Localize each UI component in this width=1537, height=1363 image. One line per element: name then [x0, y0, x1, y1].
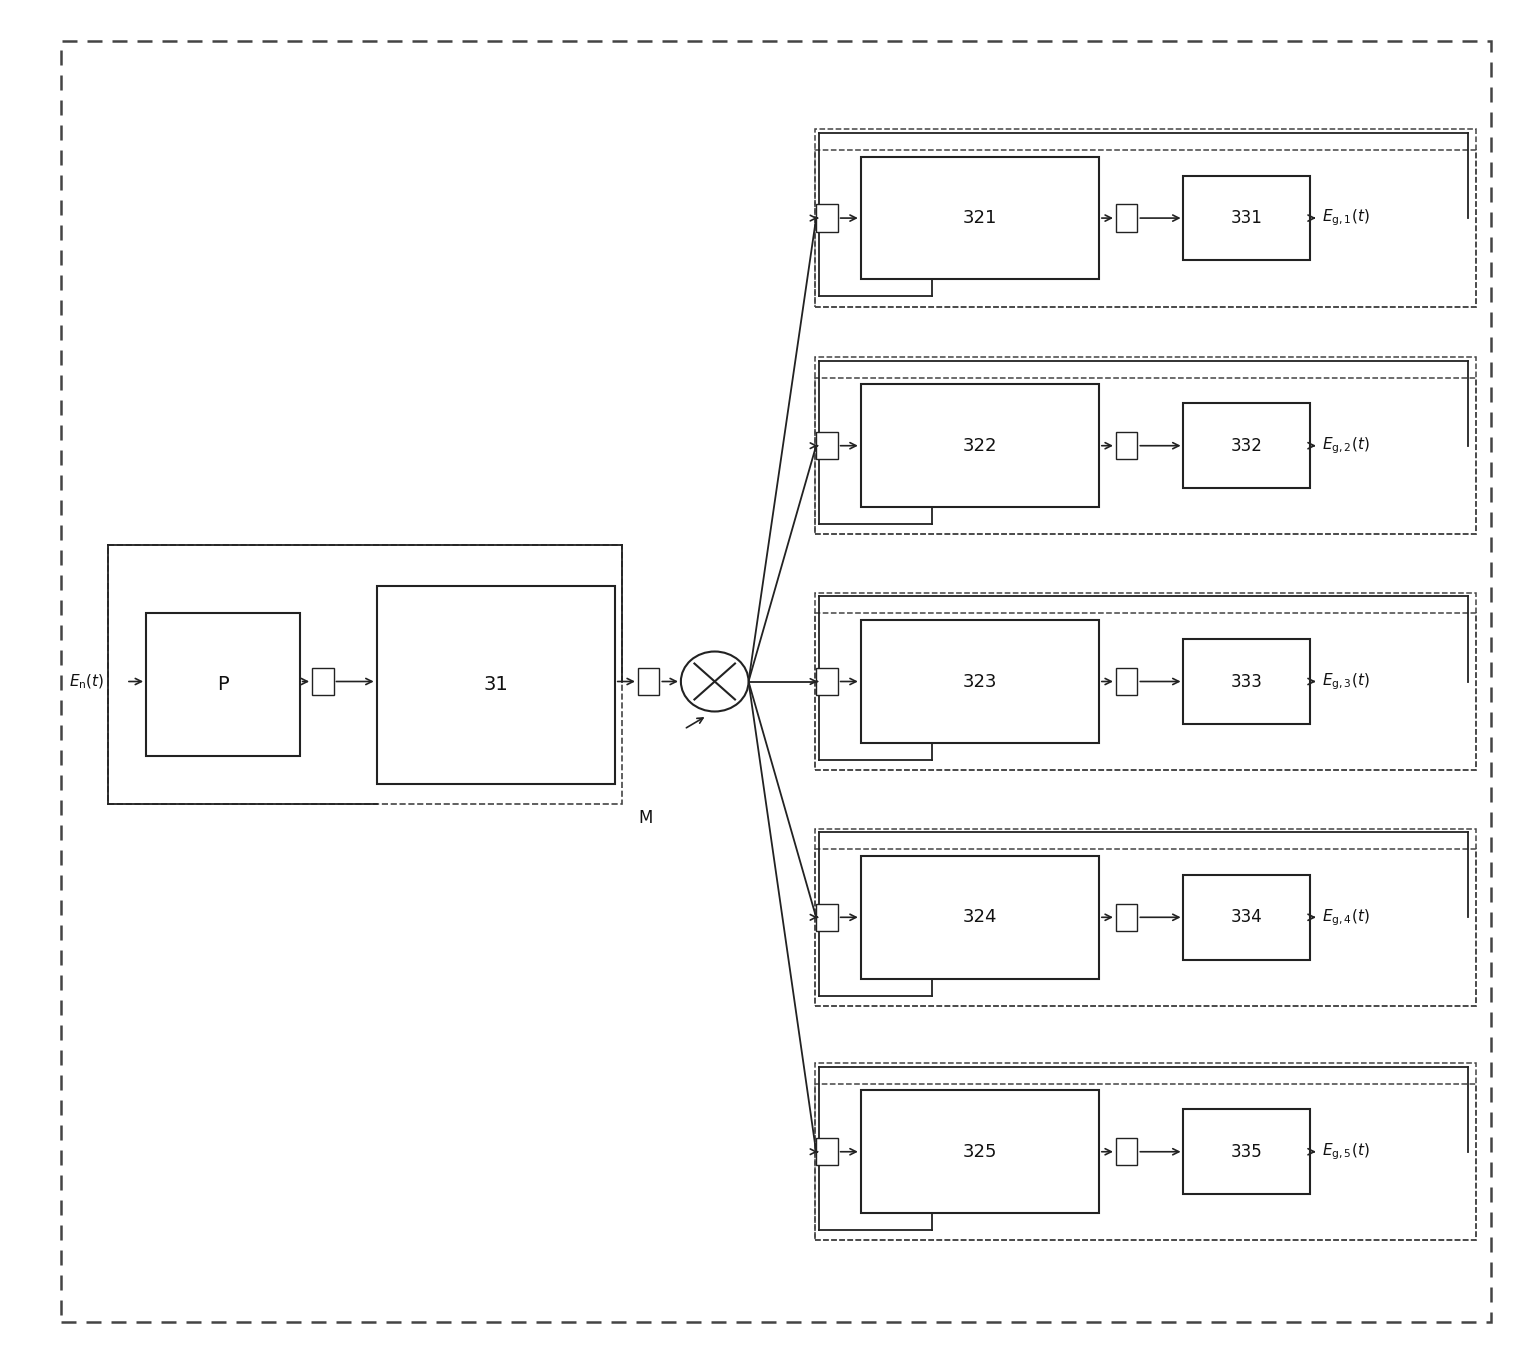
Bar	[815, 849, 1476, 1006]
Text: $E_{\mathrm{g},2}(t)$: $E_{\mathrm{g},2}(t)$	[1322, 435, 1369, 457]
Bar	[1116, 1138, 1137, 1165]
Bar	[1183, 875, 1310, 960]
Bar	[1116, 904, 1137, 931]
Text: 332: 332	[1231, 436, 1262, 455]
Text: $E_{\mathrm{g},4}(t)$: $E_{\mathrm{g},4}(t)$	[1322, 906, 1369, 928]
Bar	[861, 1090, 1099, 1213]
Bar	[108, 545, 622, 804]
Bar	[815, 129, 1476, 307]
Circle shape	[681, 652, 749, 711]
Bar	[146, 613, 300, 756]
Bar	[815, 593, 1476, 770]
Bar	[1183, 403, 1310, 488]
Bar	[861, 157, 1099, 279]
Bar	[816, 204, 838, 232]
Bar	[1183, 1109, 1310, 1194]
Bar	[815, 829, 1476, 1006]
Bar	[312, 668, 334, 695]
Bar	[816, 1138, 838, 1165]
Text: 31: 31	[483, 676, 509, 694]
Bar	[816, 904, 838, 931]
Text: 323: 323	[962, 672, 998, 691]
Bar	[816, 432, 838, 459]
Bar	[816, 668, 838, 695]
Text: 325: 325	[962, 1142, 998, 1161]
Bar	[815, 357, 1476, 534]
Bar	[1183, 639, 1310, 724]
Text: 321: 321	[962, 209, 998, 228]
Bar	[861, 856, 1099, 979]
Text: $E_{\mathrm{g},3}(t)$: $E_{\mathrm{g},3}(t)$	[1322, 671, 1369, 692]
Text: P: P	[217, 676, 229, 694]
Bar	[815, 1063, 1476, 1240]
Text: M: M	[638, 808, 653, 827]
Text: 334: 334	[1231, 908, 1262, 927]
Bar	[638, 668, 659, 695]
Text: 335: 335	[1231, 1142, 1262, 1161]
Bar	[1183, 176, 1310, 260]
Text: $E_{\mathrm{g},5}(t)$: $E_{\mathrm{g},5}(t)$	[1322, 1141, 1369, 1163]
Bar	[1116, 668, 1137, 695]
Text: 331: 331	[1231, 209, 1262, 228]
Bar	[377, 586, 615, 784]
Text: 322: 322	[962, 436, 998, 455]
Text: $E_{\mathrm{n}}(t)$: $E_{\mathrm{n}}(t)$	[69, 672, 105, 691]
Bar	[1116, 204, 1137, 232]
Bar	[861, 384, 1099, 507]
Bar	[1116, 432, 1137, 459]
Bar	[815, 1084, 1476, 1240]
Text: 324: 324	[962, 908, 998, 927]
Text: 333: 333	[1231, 672, 1262, 691]
Bar	[815, 378, 1476, 534]
Text: $E_{\mathrm{g},1}(t)$: $E_{\mathrm{g},1}(t)$	[1322, 207, 1369, 229]
Bar	[861, 620, 1099, 743]
Bar	[815, 150, 1476, 307]
Bar	[815, 613, 1476, 770]
